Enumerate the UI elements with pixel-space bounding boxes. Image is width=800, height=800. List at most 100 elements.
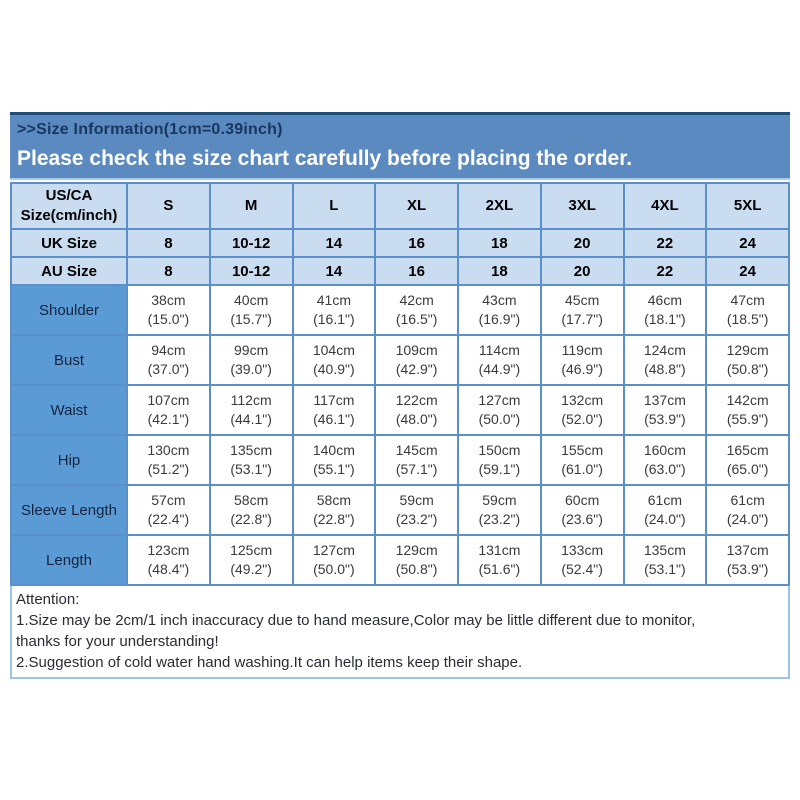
inch-value: (57.1") — [395, 461, 438, 477]
size-column-header: 3XL — [539, 182, 625, 230]
cm-value: 150cm — [478, 442, 521, 458]
cm-value: 127cm — [478, 392, 521, 408]
measurement-cell: 45cm (17.7") — [539, 284, 625, 336]
cm-value: 130cm — [147, 442, 190, 458]
cm-value: 104cm — [312, 342, 355, 358]
cm-value: 46cm — [647, 292, 682, 308]
measurement-cell: 58cm (22.8") — [291, 484, 377, 536]
measurement-cell: 124cm (48.8") — [622, 334, 708, 386]
size-info-title: >>Size Information(1cm=0.39inch) — [17, 121, 283, 138]
cm-value: 43cm — [482, 292, 517, 308]
measurement-cell: 107cm (42.1") — [126, 384, 211, 436]
size-column-header: 4XL — [622, 182, 708, 230]
measurement-cell: 117cm (46.1") — [291, 384, 377, 436]
cm-value: 135cm — [643, 542, 686, 558]
measurement-cell: 47cm (18.5") — [705, 284, 790, 336]
inch-value: (52.0") — [561, 411, 603, 427]
cm-value: 127cm — [312, 542, 355, 558]
measurement-cell: 99cm (39.0") — [208, 334, 294, 386]
measurement-cell: 140cm (55.1") — [291, 434, 377, 486]
inch-value: (16.5") — [395, 311, 438, 327]
inch-value: (46.1") — [313, 411, 355, 427]
measurement-cell: 131cm (51.6") — [457, 534, 542, 586]
cm-value: 47cm — [730, 292, 765, 308]
cm-value: 119cm — [561, 342, 603, 358]
corner-header: US/CA Size(cm/inch) — [10, 182, 128, 230]
cm-value: 42cm — [399, 292, 434, 308]
inch-value: (16.9") — [478, 311, 521, 327]
size-info-banner: >>Size Information(1cm=0.39inch) Please … — [10, 112, 790, 180]
inch-value: (49.2") — [230, 561, 272, 577]
inch-value: (16.1") — [313, 311, 355, 327]
measurement-cell: 122cm (48.0") — [374, 384, 459, 436]
cm-value: 61cm — [730, 492, 765, 508]
inch-value: (55.1") — [313, 461, 355, 477]
cm-value: 40cm — [234, 292, 269, 308]
measurement-row: Bust 94cm (37.0") 99cm (39.0") 104cm (40.9") 10… — [10, 334, 790, 386]
region-size-value: 24 — [705, 256, 790, 286]
measurement-cell: 150cm (59.1") — [457, 434, 542, 486]
region-size-value: 16 — [374, 256, 459, 286]
inch-value: (22.8") — [313, 511, 355, 527]
cm-value: 129cm — [395, 542, 438, 558]
cm-value: 94cm — [151, 342, 186, 358]
size-warning-text: Please check the size chart carefully be… — [17, 147, 633, 170]
inch-value: (51.2") — [147, 461, 190, 477]
corner-header-line1: US/CA — [45, 186, 93, 204]
measurement-row: Length 123cm (48.4") 125cm (49.2") 127cm (50.0… — [10, 534, 790, 586]
inch-value: (22.8") — [230, 511, 272, 527]
cm-value: 137cm — [726, 542, 769, 558]
region-size-value: 20 — [539, 228, 625, 258]
measurement-cell: 135cm (53.1") — [622, 534, 708, 586]
measurement-cell: 43cm (16.9") — [457, 284, 542, 336]
size-column-header: 2XL — [457, 182, 542, 230]
inch-value: (65.0") — [726, 461, 769, 477]
measurement-cell: 142cm (55.9") — [705, 384, 790, 436]
measurement-row: Shoulder 38cm (15.0") 40cm (15.7") 41cm (16.1"… — [10, 284, 790, 336]
region-size-value: 18 — [457, 228, 542, 258]
cm-value: 160cm — [643, 442, 686, 458]
measurement-cell: 41cm (16.1") — [291, 284, 377, 336]
size-table: US/CA Size(cm/inch) S M L XL 2XL 3XL 4XL 5XL UK Si… — [10, 182, 790, 586]
cm-value: 117cm — [313, 392, 355, 408]
measurement-cell: 40cm (15.7") — [208, 284, 294, 336]
inch-value: (42.1") — [147, 411, 190, 427]
inch-value: (55.9") — [726, 411, 769, 427]
measurement-cell: 129cm (50.8") — [705, 334, 790, 386]
measurement-cell: 59cm (23.2") — [457, 484, 542, 536]
cm-value: 135cm — [230, 442, 273, 458]
inch-value: (23.2") — [478, 511, 521, 527]
inch-value: (53.1") — [230, 461, 272, 477]
measurement-row: Sleeve Length 57cm (22.4") 58cm (22.8") 58cm (… — [10, 484, 790, 536]
inch-value: (44.1") — [230, 411, 272, 427]
cm-value: 41cm — [316, 292, 351, 308]
measurement-cell: 42cm (16.5") — [374, 284, 459, 336]
cm-value: 132cm — [561, 392, 604, 408]
region-size-value: 8 — [126, 256, 211, 286]
measurement-cell: 114cm (44.9") — [457, 334, 542, 386]
cm-value: 155cm — [561, 442, 604, 458]
inch-value: (39.0") — [230, 361, 272, 377]
measurement-cell: 125cm (49.2") — [208, 534, 294, 586]
inch-value: (24.0") — [644, 511, 686, 527]
inch-value: (17.7") — [561, 311, 603, 327]
inch-value: (50.8") — [726, 361, 769, 377]
cm-value: 45cm — [565, 292, 600, 308]
measurement-cell: 137cm (53.9") — [622, 384, 708, 436]
inch-value: (51.6") — [478, 561, 521, 577]
cm-value: 99cm — [234, 342, 269, 358]
region-size-value: 10-12 — [208, 256, 294, 286]
region-size-value: 16 — [374, 228, 459, 258]
measurement-cell: 104cm (40.9") — [291, 334, 377, 386]
region-size-label: AU Size — [10, 256, 128, 286]
cm-value: 60cm — [565, 492, 600, 508]
measurement-row: Waist 107cm (42.1") 112cm (44.1") 117cm (46.1"… — [10, 384, 790, 436]
measurement-cell: 137cm (53.9") — [705, 534, 790, 586]
cm-value: 142cm — [726, 392, 769, 408]
inch-value: (15.7") — [230, 311, 272, 327]
measurement-label: Hip — [10, 434, 128, 486]
region-size-value: 24 — [705, 228, 790, 258]
measurement-cell: 59cm (23.2") — [374, 484, 459, 536]
attention-line: thanks for your understanding! — [16, 633, 219, 650]
cm-value: 133cm — [561, 542, 604, 558]
